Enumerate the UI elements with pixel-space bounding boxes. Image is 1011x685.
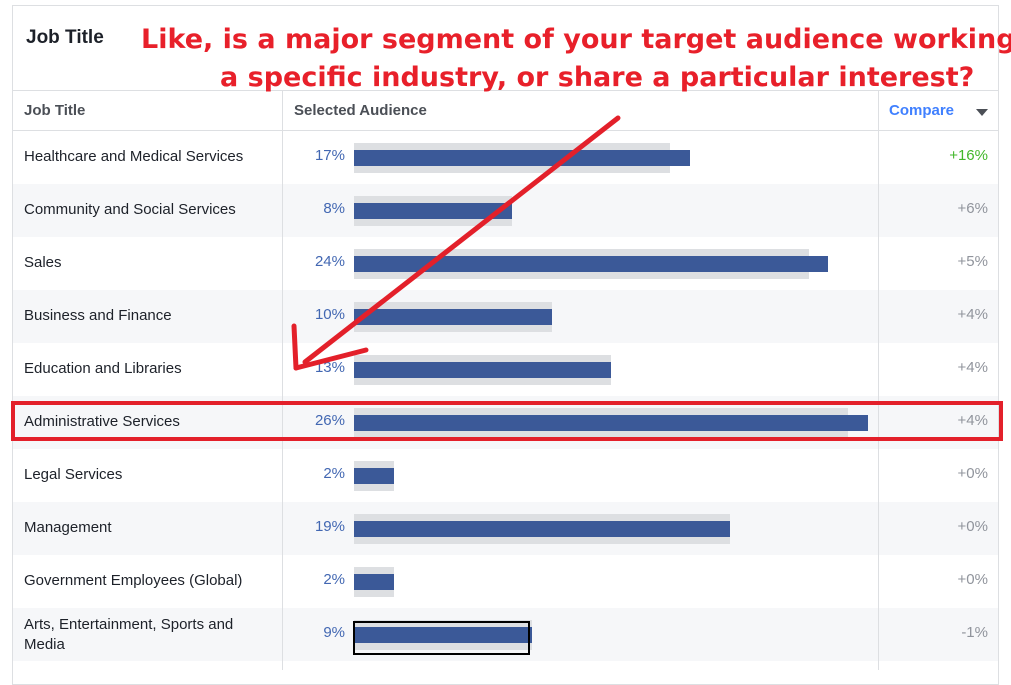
job-title-label: Business and Finance — [24, 307, 172, 324]
card-title: Job Title — [26, 27, 104, 48]
job-title-label: Administrative Services — [24, 413, 180, 430]
audience-bar — [354, 150, 690, 166]
chevron-down-icon[interactable] — [976, 109, 988, 116]
job-title-label: Government Employees (Global) — [24, 572, 243, 589]
table-row[interactable]: Education and Libraries 13% +4% — [13, 343, 998, 396]
compare-difference: +0% — [957, 571, 988, 588]
compare-difference: +4% — [957, 412, 988, 429]
table-header: Job Title Selected Audience Compare — [13, 90, 998, 131]
header-job-title: Job Title — [24, 102, 86, 119]
compare-difference: +0% — [957, 465, 988, 482]
highlight-box — [11, 401, 1003, 441]
table-row[interactable]: Business and Finance 10% +4% — [13, 290, 998, 343]
job-title-label: Sales — [24, 254, 62, 271]
audience-bar — [354, 309, 552, 325]
job-title-label: Education and Libraries — [24, 360, 182, 377]
table-row[interactable]: Management 19% +0% — [13, 502, 998, 555]
compare-difference: +5% — [957, 253, 988, 270]
job-title-label: Healthcare and Medical Services — [24, 148, 244, 165]
job-title-label: Community and Social Services — [24, 201, 236, 218]
table-row[interactable]: Government Employees (Global) 2% +0% — [13, 555, 998, 608]
audience-bar — [354, 415, 868, 431]
audience-bar — [354, 574, 394, 590]
table-row[interactable]: Legal Services 2% +0% — [13, 449, 998, 502]
audience-percent: 10% — [314, 306, 345, 323]
compare-dropdown[interactable]: Compare — [889, 102, 955, 119]
audience-percent: 24% — [314, 253, 345, 270]
job-title-label: Arts, Entertainment, Sports and Media — [24, 616, 234, 653]
annotation-line-2: a specific industry, or share a particul… — [220, 62, 975, 93]
audience-percent: 2% — [323, 571, 345, 588]
audience-percent: 26% — [314, 412, 345, 429]
audience-bar — [354, 521, 730, 537]
compare-difference: +4% — [957, 359, 988, 376]
audience-bar — [354, 362, 611, 378]
column-divider-right — [878, 90, 879, 670]
compare-difference: +6% — [957, 200, 988, 217]
compare-difference: +4% — [957, 306, 988, 323]
audience-percent: 9% — [323, 624, 345, 641]
focus-outline — [353, 621, 530, 655]
audience-bar — [354, 256, 828, 272]
audience-percent: 17% — [314, 147, 345, 164]
table-row[interactable]: Community and Social Services 8% +6% — [13, 184, 998, 237]
compare-difference: +0% — [957, 518, 988, 535]
audience-bar — [354, 627, 532, 643]
header-selected-audience: Selected Audience — [294, 102, 427, 119]
compare-difference: -1% — [961, 624, 988, 641]
job-title-label: Legal Services — [24, 466, 123, 483]
audience-percent: 19% — [314, 518, 345, 535]
job-title-label: Management — [24, 519, 112, 536]
audience-bar — [354, 468, 394, 484]
audience-percent: 2% — [323, 465, 345, 482]
audience-bar — [354, 203, 512, 219]
table-row[interactable]: Arts, Entertainment, Sports and Media 9% -… — [13, 608, 998, 661]
audience-percent: 8% — [323, 200, 345, 217]
table-row[interactable]: Healthcare and Medical Services 17% +16% — [13, 131, 998, 184]
compare-difference: +16% — [949, 147, 988, 164]
annotation-line-1: Like, is a major segment of your target … — [141, 24, 1011, 55]
column-divider-left — [282, 90, 283, 670]
